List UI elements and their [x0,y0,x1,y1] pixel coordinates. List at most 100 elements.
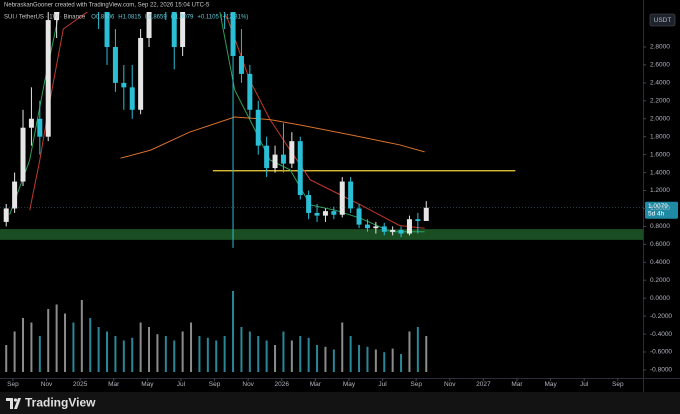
candle-body [390,229,396,232]
candle-body [230,12,236,56]
volume-bar [190,322,193,372]
candle-body [373,226,379,229]
candle-body [398,229,404,234]
y-tick-label: 2.2000 [650,98,670,105]
volume-bar [5,345,8,372]
symbol-title: SUI / TetherUS · 1W · Binance [4,15,86,21]
y-tick-label: 0.2000 [650,277,670,284]
x-tick-label: Mar [310,381,322,388]
candle-body [415,219,421,222]
x-tick-label: Sep [612,381,624,388]
x-tick-label: Nov [242,381,254,388]
candle-body [272,154,278,169]
y-tick-label: 1.2000 [650,187,670,194]
volume-bar [156,334,159,372]
footer [0,392,680,414]
x-tick-label: Mar [511,381,523,388]
x-tick-label: Sep [410,381,422,388]
volume-bar [307,337,310,372]
volume-bar [122,340,125,372]
volume-bar [64,313,67,372]
volume-bar [400,354,403,372]
volume-bar [257,336,260,372]
x-tick-label: Nov [41,381,53,388]
candle-body [45,20,51,137]
volume-bar [299,336,302,372]
volume-bar [240,327,243,372]
x-tick-label: 2025 [73,381,88,388]
candle-body [3,208,9,222]
volume-bar [274,345,277,372]
volume-bar [316,345,319,372]
y-tick-label: 2.6000 [650,62,670,69]
candle-body [28,118,34,128]
currency[interactable]: USDT [654,17,672,24]
y-tick-label: -0.2000 [650,313,672,320]
volume-bar [106,331,109,372]
volume-bar [131,337,134,372]
volume-bar [232,291,235,372]
x-tick-label: Jul [378,381,387,388]
last-price-box [645,201,678,219]
moving-average [120,116,425,159]
volume-bar [89,318,92,372]
volume-bar [416,327,419,372]
ohlc-value: H1.0815 [118,15,141,21]
volume-bar [248,331,251,372]
volume-bar [324,346,327,372]
support-zone [0,229,643,240]
brand: TradingView [25,396,96,410]
y-tick-label: 1.6000 [650,151,670,158]
volume-bar [223,336,226,372]
volume-bar [30,322,33,372]
candle-body [339,181,345,215]
candle-body [314,212,320,216]
candle-body [180,12,186,47]
volume-bar [173,340,176,372]
x-tick-label: Jul [580,381,589,388]
volume-bar [47,309,50,372]
volume-bar [358,345,361,372]
x-tick-label: May [544,381,557,388]
candle-body [322,211,328,216]
y-tick-label: -0.4000 [650,331,672,338]
y-tick-label: 0.8000 [650,223,670,230]
volume-bar [55,304,58,372]
y-tick-label: 0.4000 [650,259,670,266]
volume-bar [72,322,75,372]
currency-box[interactable] [649,13,676,27]
volume-bar [114,336,117,372]
volume-bar [22,318,25,372]
volume-bar [391,348,394,372]
volume-bar [148,327,151,372]
attribution: NebraskanGooner created with TradingView… [4,3,210,9]
y-tick-label: -0.8000 [650,367,672,374]
y-tick-label: 0.6000 [650,241,670,248]
volume-bar [366,346,369,372]
volume-bar [206,337,209,372]
candle-body [247,73,253,110]
candle-body [264,145,270,169]
x-tick-label: Jul [177,381,186,388]
volume-bar [408,331,411,372]
x-tick-label: 2026 [275,381,290,388]
candle-body [12,181,18,209]
volume-bar [374,349,377,372]
candle-body [255,109,261,146]
candle-body [171,12,177,47]
volume-bar [349,336,352,372]
volume-bar [383,352,386,372]
candle-body [54,12,60,21]
volume-bar [164,336,167,372]
y-tick-label: 1.8000 [650,133,670,140]
y-tick-label: 1.4000 [650,169,670,176]
candle-body [348,181,354,209]
countdown: 5d 4h [648,210,665,217]
candle-body [297,141,303,195]
volume-bar [198,336,201,372]
candle-body [423,207,429,221]
x-tick-label: Mar [108,381,120,388]
candle-body [37,118,43,137]
x-tick-label: May [343,381,356,388]
moving-average [9,12,425,233]
